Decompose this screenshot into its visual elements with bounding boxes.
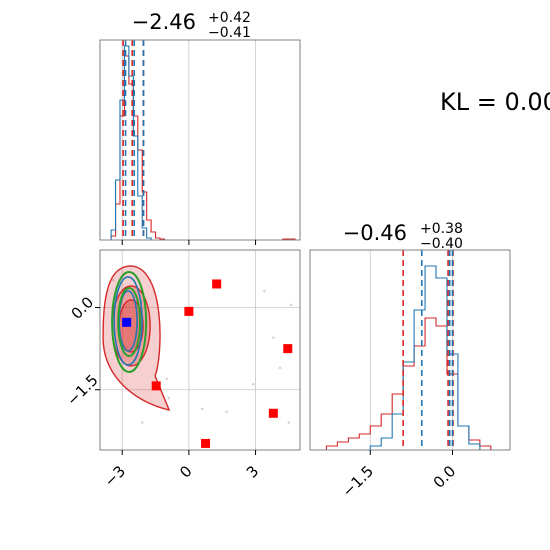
p3-title-median: −0.46 — [343, 221, 407, 245]
p2-sample-point-6 — [200, 407, 204, 411]
p2-xtick-label-1: 0 — [176, 462, 195, 481]
p3-title-lower: −0.40 — [420, 236, 463, 252]
p2-blue-contour-outer — [113, 276, 143, 366]
p2-xtick-label-0: −3 — [101, 462, 129, 490]
p2-red-marker-4 — [268, 408, 278, 418]
p1-red-histogram — [110, 55, 165, 240]
p2-sample-point-3 — [278, 366, 282, 370]
p1-title-upper: +0.42 — [208, 10, 251, 26]
p2-green-contour-inner — [117, 286, 142, 357]
p2-sample-point-4 — [165, 377, 168, 381]
p2-sample-point-0 — [263, 289, 266, 293]
p2-red-marker-2 — [283, 344, 293, 354]
p2-blue-marker — [122, 317, 132, 327]
kl-label: KL = 0.00 — [440, 88, 550, 116]
p2-sample-point-10 — [287, 421, 291, 424]
p3-blue-histogram — [369, 265, 481, 450]
p1-title-lower: −0.41 — [208, 25, 251, 41]
p3-xtick-label-0: −1.5 — [339, 462, 377, 500]
p2-sample-point-2 — [272, 336, 275, 339]
p3-red-histogram — [325, 317, 492, 450]
p2-xtick-label-2: 3 — [243, 462, 262, 481]
panel-joint: −3 0 30.0−1.5 — [63, 249, 301, 490]
p1-title: −2.46 +0.42 −0.41 — [132, 10, 251, 41]
p2-red-marker-0 — [212, 279, 222, 289]
p2-sample-point-5 — [167, 396, 171, 400]
p2-red-marker-5 — [201, 438, 211, 448]
p3-frame — [309, 249, 511, 451]
p2-red-marker-1 — [184, 306, 194, 316]
p2-sample-point-9 — [225, 410, 228, 413]
p2-frame — [99, 249, 301, 451]
p2-sample-point-1 — [289, 303, 293, 307]
p3-title-upper: +0.38 — [420, 221, 463, 237]
p2-sample-point-8 — [252, 382, 255, 386]
p2-red-marker-3 — [151, 381, 161, 391]
p2-ytick-label-0: 0.0 — [68, 293, 98, 323]
p1-title-median: −2.46 — [132, 10, 196, 34]
p2-sample-point-11 — [112, 278, 115, 282]
p2-sample-point-7 — [140, 421, 144, 424]
p3-title: −0.46 +0.38 −0.40 — [343, 221, 463, 252]
p1-blue-histogram — [110, 45, 152, 240]
p2-green-contour-outer — [111, 270, 148, 373]
panel-marginal-2: −1.5 0.0 — [309, 249, 511, 501]
panel-marginal-1 — [99, 39, 301, 245]
p1-frame — [99, 39, 301, 241]
p3-xtick-label-1: 0.0 — [430, 462, 460, 492]
